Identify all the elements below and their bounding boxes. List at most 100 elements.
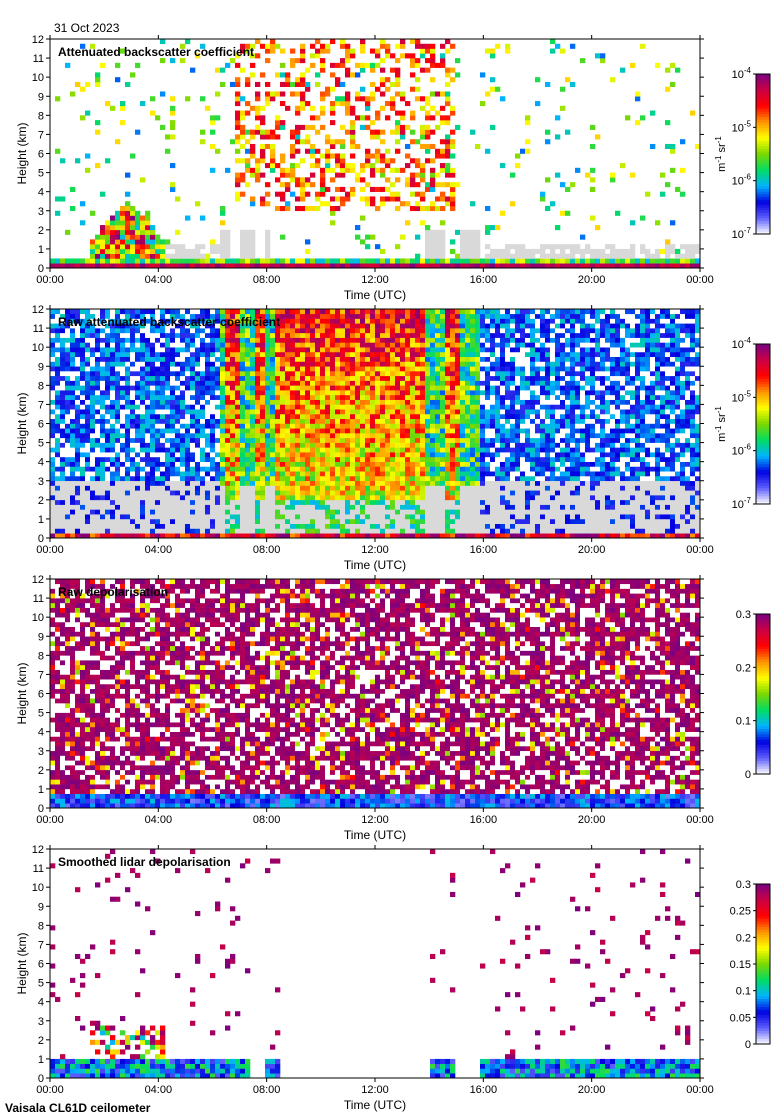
colorbar-step (756, 640, 770, 644)
colorbar-step (756, 758, 770, 761)
y-tick-label: 0 (38, 803, 44, 815)
colorbar-step (756, 768, 770, 772)
x-tick-label: 00:00 (686, 544, 714, 556)
y-tick-label: 7 (38, 939, 44, 951)
y-tick-label: 3 (38, 1016, 44, 1028)
y-tick-label: 1 (38, 244, 44, 256)
colorbar-step (756, 902, 770, 906)
colorbar-step (756, 202, 770, 205)
colorbar-step (756, 760, 770, 764)
colorbar-step (756, 386, 770, 390)
colorbar-step (756, 707, 770, 711)
colorbar-tick-label: 0.2 (736, 662, 751, 674)
colorbar-step (756, 996, 770, 999)
colorbar-step (756, 961, 770, 965)
colorbar-step (756, 482, 770, 486)
colorbar-1: 10-7 10-6 10-5 10-4 m-1 sr-1 (714, 66, 771, 241)
colorbar-step (756, 146, 770, 149)
colorbar-step (756, 373, 770, 377)
colorbar-step (756, 207, 770, 211)
colorbar-step (756, 948, 770, 951)
y-tick-label: 8 (38, 110, 44, 122)
colorbar-step (756, 905, 770, 909)
y-tick-label: 1 (38, 514, 44, 526)
colorbar-step (756, 82, 770, 85)
colorbar-tick-label: 0.3 (736, 609, 751, 621)
colorbar-step (756, 76, 770, 80)
colorbar-step (756, 894, 770, 898)
colorbar-step (756, 921, 770, 925)
y-tick-label: 7 (38, 669, 44, 681)
colorbar-step (756, 92, 770, 96)
colorbar-step (756, 750, 770, 753)
x-tick-label: 00:00 (686, 274, 714, 286)
colorbar-step (756, 172, 770, 176)
y-tick-label: 7 (38, 129, 44, 141)
x-tick-label: 16:00 (470, 544, 498, 556)
colorbar-step (756, 188, 770, 192)
x-axis-label: Time (UTC) (344, 558, 406, 572)
colorbar-step (756, 710, 770, 713)
colorbar-step (756, 392, 770, 395)
colorbar-step (756, 116, 770, 120)
colorbar-step (756, 1004, 770, 1007)
panel-title: Smoothed lidar depolarisation (58, 855, 231, 869)
colorbar-step (756, 408, 770, 411)
colorbar-step (756, 223, 770, 227)
colorbar-step (756, 360, 770, 363)
colorbar-step (756, 159, 770, 163)
x-tick-label: 12:00 (361, 814, 389, 826)
colorbar-step (756, 501, 770, 505)
colorbar-step (756, 1038, 770, 1042)
colorbar-step (756, 212, 770, 216)
y-tick-label: 9 (38, 91, 44, 103)
heatmap-cells (50, 39, 701, 269)
x-tick-label: 08:00 (253, 814, 281, 826)
colorbar-step (756, 728, 770, 732)
y-tick-label: 7 (38, 399, 44, 411)
colorbar-step (756, 691, 770, 695)
colorbar-step (756, 426, 770, 430)
colorbar-step (756, 694, 770, 697)
colorbar-step (756, 1025, 770, 1029)
x-tick-label: 12:00 (361, 1084, 389, 1096)
colorbar-step (756, 616, 770, 620)
x-tick-label: 20:00 (578, 274, 606, 286)
colorbar-step (756, 766, 770, 769)
colorbar-step (756, 405, 770, 409)
y-axis-label: Height (km) (15, 392, 29, 454)
colorbar-step (756, 378, 770, 382)
colorbar-step (756, 988, 770, 991)
colorbar-step (756, 742, 770, 745)
colorbar-tick-label: 0.2 (736, 932, 751, 944)
y-tick-label: 11 (33, 863, 44, 875)
y-tick-label: 2 (38, 495, 44, 507)
colorbar-step (756, 686, 770, 689)
colorbar-step (756, 442, 770, 446)
colorbar-step (756, 450, 770, 454)
colorbar-step (756, 643, 770, 647)
colorbar-step (756, 140, 770, 144)
heatmap-cells (50, 849, 701, 1079)
y-tick-label: 12 (32, 34, 44, 46)
colorbar-step (756, 667, 770, 671)
colorbar-step (756, 108, 770, 112)
colorbar-step (756, 683, 770, 687)
colorbar-step (756, 130, 770, 133)
colorbar-step (756, 723, 770, 727)
colorbar-step (756, 688, 770, 692)
colorbar-step (756, 736, 770, 740)
colorbar-step (756, 400, 770, 403)
colorbar-step (756, 416, 770, 419)
colorbar-step (756, 178, 770, 181)
colorbar-step (756, 763, 770, 767)
colorbar-step (756, 990, 770, 994)
colorbar-step (756, 654, 770, 657)
y-tick-label: 2 (38, 1035, 44, 1047)
colorbar-step (756, 376, 770, 379)
y-tick-label: 9 (38, 631, 44, 643)
colorbar-step (756, 1014, 770, 1018)
x-tick-label: 16:00 (470, 1084, 498, 1096)
y-tick-label: 5 (38, 168, 44, 180)
